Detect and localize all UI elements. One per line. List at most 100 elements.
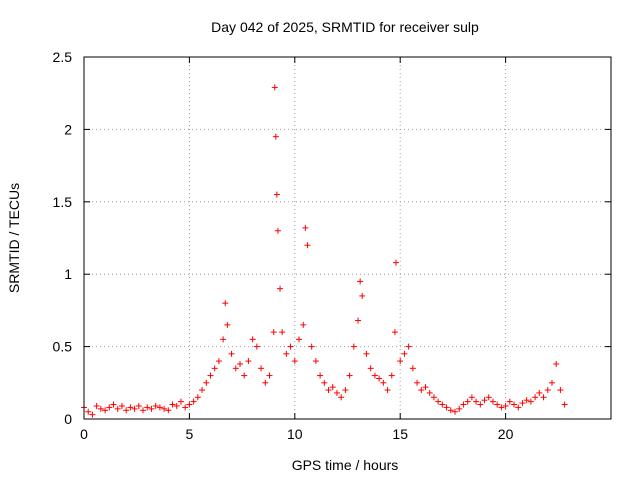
data-point	[262, 379, 269, 386]
data-point	[498, 404, 505, 411]
data-point	[456, 405, 463, 412]
data-point	[148, 405, 155, 412]
data-point	[473, 398, 480, 405]
data-point	[304, 242, 311, 249]
data-point	[135, 402, 142, 409]
data-point	[156, 404, 163, 411]
data-point	[93, 402, 100, 409]
data-point	[384, 387, 391, 394]
data-point	[333, 389, 340, 396]
data-point	[511, 401, 518, 408]
data-point	[477, 401, 484, 408]
data-point	[140, 407, 147, 414]
data-point	[271, 84, 278, 91]
data-point	[317, 372, 324, 379]
data-point	[452, 408, 459, 415]
y-tick-label: 1.5	[53, 194, 73, 210]
x-tick-label: 5	[186, 426, 194, 442]
data-point	[277, 285, 284, 292]
data-point	[161, 405, 168, 412]
data-point	[152, 402, 159, 409]
data-point	[561, 401, 568, 408]
data-point	[249, 336, 256, 343]
y-axis-label: SRMTID / TECUs	[6, 183, 22, 293]
data-point	[274, 227, 281, 234]
data-point	[506, 398, 513, 405]
data-point	[253, 343, 260, 350]
data-point	[232, 365, 239, 372]
data-point	[357, 278, 364, 285]
data-point	[224, 321, 231, 328]
x-axis-label: GPS time / hours	[292, 457, 399, 473]
y-tick-label: 1	[64, 266, 72, 282]
data-point	[321, 379, 328, 386]
data-point	[291, 358, 298, 365]
y-tick-label: 0.5	[53, 339, 73, 355]
data-point	[502, 402, 509, 409]
data-point	[489, 398, 496, 405]
data-point	[485, 394, 492, 401]
chart-title: Day 042 of 2025, SRMTID for receiver sul…	[211, 19, 479, 35]
data-point	[426, 389, 433, 396]
data-point	[241, 372, 248, 379]
data-point	[283, 350, 290, 357]
data-point	[519, 400, 526, 407]
data-point	[553, 360, 560, 367]
data-point	[515, 404, 522, 411]
data-point	[287, 343, 294, 350]
data-point	[89, 411, 96, 418]
data-point	[222, 300, 229, 307]
data-point	[397, 358, 404, 365]
data-point	[245, 358, 252, 365]
axis-ticks	[83, 56, 611, 420]
data-point	[296, 336, 303, 343]
data-point	[532, 394, 539, 401]
grid	[84, 57, 611, 419]
data-point	[523, 397, 530, 404]
data-point	[194, 394, 201, 401]
data-point	[312, 358, 319, 365]
data-point	[300, 321, 307, 328]
data-point	[144, 404, 151, 411]
x-tick-label: 0	[80, 426, 88, 442]
data-point	[380, 379, 387, 386]
data-point	[169, 401, 176, 408]
data-point	[371, 372, 378, 379]
data-point	[536, 389, 543, 396]
data-point	[85, 408, 92, 415]
y-tick-label: 0	[64, 411, 72, 427]
data-point	[439, 401, 446, 408]
data-point	[102, 407, 109, 414]
data-point	[182, 404, 189, 411]
data-point	[422, 384, 429, 391]
data-point	[266, 372, 273, 379]
data-point	[405, 343, 412, 350]
data-point	[211, 365, 218, 372]
data-point	[302, 224, 309, 231]
data-point	[110, 401, 117, 408]
data-point	[270, 329, 277, 336]
data-point	[346, 372, 353, 379]
data-point	[363, 350, 370, 357]
data-point	[350, 343, 357, 350]
plot-frame	[83, 56, 612, 420]
data-point	[418, 387, 425, 394]
data-point	[540, 394, 547, 401]
tick-labels: 0 5 10 15 20 0 0.5 1 1.5 2 2.5	[53, 49, 514, 442]
x-tick-label: 10	[287, 426, 303, 442]
data-point	[329, 384, 336, 391]
data-point	[199, 387, 206, 394]
data-point	[177, 398, 184, 405]
data-point	[494, 401, 501, 408]
data-point	[173, 402, 180, 409]
data-point	[190, 398, 197, 405]
data-point	[430, 394, 437, 401]
data-point	[272, 133, 279, 140]
data-point	[460, 401, 467, 408]
data-point	[388, 372, 395, 379]
x-tick-label: 20	[498, 426, 514, 442]
data-point	[279, 329, 286, 336]
data-point	[186, 401, 193, 408]
data-point	[220, 336, 227, 343]
